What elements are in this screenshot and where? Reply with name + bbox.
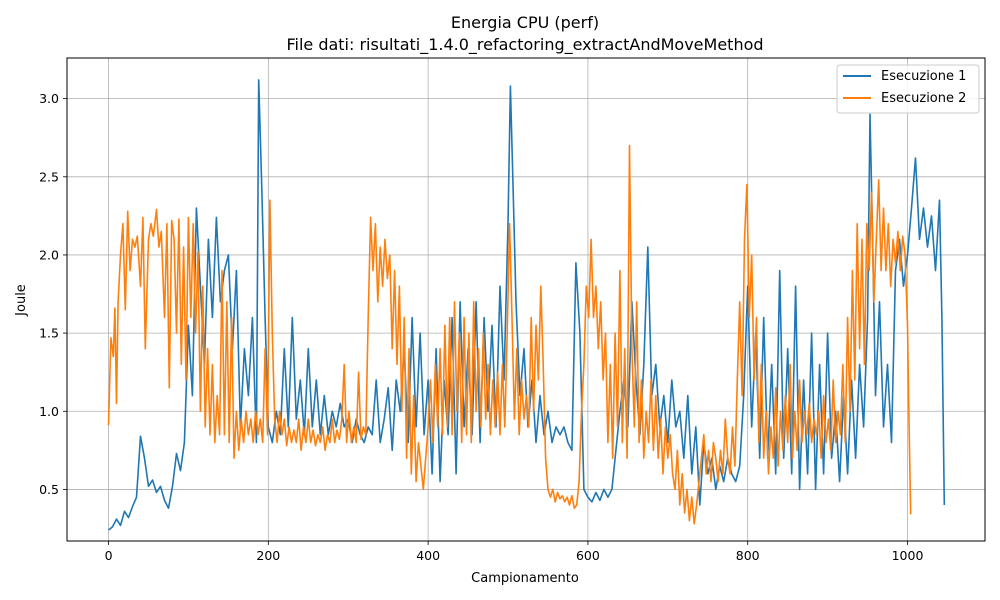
y-axis-label: Joule: [14, 284, 29, 317]
x-tick-label: 800: [736, 548, 760, 563]
ticks: 0 200 400 600 800 1000 0.5 1.0 1.5 2.0 2.5 3.0: [39, 91, 923, 563]
plot-frame: [66, 57, 986, 542]
series-line-2: [107, 144, 912, 525]
y-tick-label: 2.5: [39, 169, 59, 184]
x-tick-label: 0: [105, 548, 113, 563]
y-tick-label: 1.5: [39, 326, 59, 341]
series-lines: [107, 79, 946, 531]
legend-label-series-2: Esecuzione 2: [881, 91, 966, 106]
legend-label-series-1: Esecuzione 1: [881, 69, 966, 84]
y-tick-label: 3.0: [39, 91, 59, 106]
legend-box: [836, 64, 980, 114]
y-tick-label: 2.0: [39, 247, 59, 262]
chart-title: Energia CPU (perf): [451, 13, 599, 32]
legend: Esecuzione 1 Esecuzione 2: [836, 64, 980, 114]
x-axis-label: Campionamento: [471, 571, 579, 586]
x-tick-label: 200: [256, 548, 280, 563]
x-tick-label: 1000: [892, 548, 924, 563]
x-tick-label: 400: [416, 548, 440, 563]
y-tick-label: 1.0: [39, 404, 59, 419]
chart-subtitle: File dati: risultati_1.4.0_refactoring_e…: [286, 35, 763, 55]
y-tick-label: 0.5: [39, 482, 59, 497]
x-tick-label: 600: [576, 548, 600, 563]
